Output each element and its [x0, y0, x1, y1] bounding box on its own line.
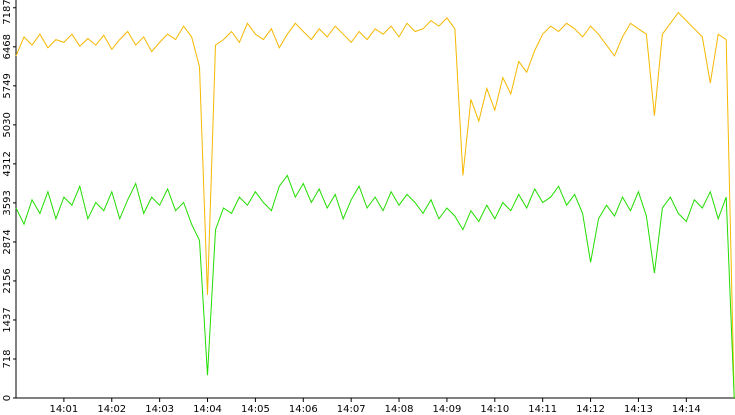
y-tick-label: 4312	[2, 151, 13, 176]
x-tick-label: 14:06	[289, 404, 318, 415]
x-tick-label: 14:01	[49, 404, 78, 415]
y-tick-label: 7187	[2, 0, 13, 25]
y-tick-label: 2874	[2, 229, 13, 254]
x-tick-label: 14:07	[337, 404, 366, 415]
y-tick-label: 5749	[2, 73, 13, 98]
x-tick-label: 14:04	[193, 404, 222, 415]
x-tick-label: 14:08	[385, 404, 414, 415]
series-line	[15, 174, 735, 399]
x-tick-label: 14:11	[528, 404, 557, 415]
y-tick-label: 0	[2, 395, 13, 401]
series-line	[15, 11, 735, 399]
x-tick-label: 14:05	[241, 404, 270, 415]
y-tick-label: 5030	[2, 112, 13, 137]
x-tick-label: 14:03	[145, 404, 174, 415]
y-tick-label: 718	[2, 349, 13, 368]
y-tick-label: 6468	[2, 34, 13, 59]
x-tick-label: 14:12	[576, 404, 605, 415]
y-tick-label: 1437	[2, 307, 13, 332]
x-tick-label: 14:14	[672, 404, 701, 415]
x-tick-label: 14:10	[480, 404, 509, 415]
x-tick-label: 14:13	[624, 404, 653, 415]
y-tick-label: 2156	[2, 268, 13, 293]
x-tick-label: 14:09	[433, 404, 462, 415]
x-tick-label: 14:02	[97, 404, 126, 415]
y-tick-label: 3593	[2, 190, 13, 215]
